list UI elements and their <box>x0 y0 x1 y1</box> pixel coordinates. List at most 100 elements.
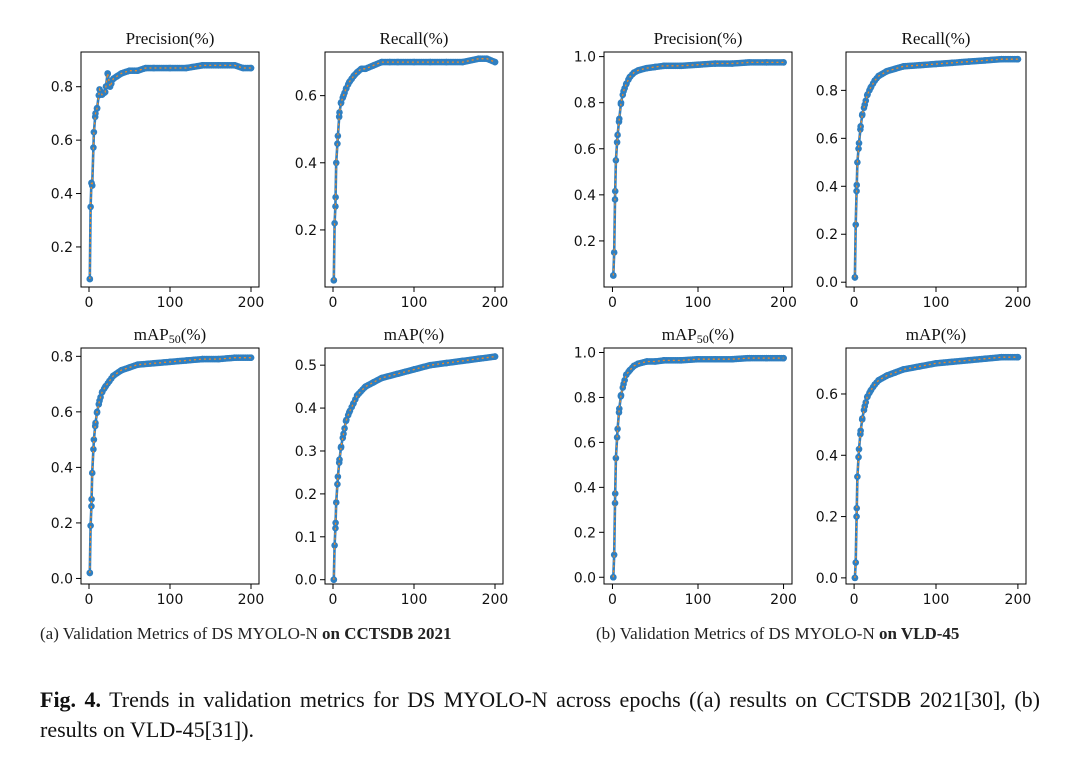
caption-text: Trends in validation metrics for DS MYOL… <box>40 687 1040 742</box>
y-tick-label: 0.6 <box>574 142 596 158</box>
data-point <box>362 65 369 73</box>
x-tick-label: 0 <box>608 592 617 608</box>
y-tick-label: 0.6 <box>295 89 317 105</box>
data-point <box>855 139 863 147</box>
x-tick-label: 200 <box>1005 592 1032 608</box>
data-point <box>426 58 434 66</box>
x-tick-label: 200 <box>238 295 265 311</box>
data-point <box>916 61 923 69</box>
data-point <box>126 67 133 74</box>
subcaption-a-text: (a) Validation Metrics of DS MYOLO-N <box>40 624 323 643</box>
data-point <box>858 111 866 118</box>
subcaption-a-bold: on CCTSDB 2021 <box>322 624 452 643</box>
data-point <box>622 80 630 88</box>
chart-title: Recall(%) <box>380 29 449 48</box>
data-point <box>611 490 619 497</box>
x-tick-label: 0 <box>85 295 94 311</box>
y-tick-label: 0.4 <box>574 188 596 204</box>
y-tick-label: 0.2 <box>295 223 317 239</box>
data-point <box>620 380 627 388</box>
chart-panel-2: Recall(%) 0 100 200 0.2 0.4 0.6 <box>295 29 509 311</box>
data-point <box>617 391 625 399</box>
data-point <box>90 128 98 136</box>
data-point <box>660 62 668 70</box>
data-point <box>614 425 621 433</box>
y-tick-label: 0.8 <box>51 80 73 96</box>
data-point <box>855 145 862 152</box>
data-point <box>853 181 861 189</box>
data-point <box>349 400 357 408</box>
series-line <box>612 356 784 578</box>
series-line <box>853 355 1018 578</box>
y-tick-label: 0.3 <box>295 444 317 460</box>
data-point <box>613 138 621 146</box>
data-point <box>332 193 339 201</box>
data-point <box>1014 55 1022 63</box>
axes-frame <box>603 347 793 585</box>
y-tick-label: 0.1 <box>295 530 317 546</box>
data-point <box>354 391 361 399</box>
smoothed-line <box>333 58 496 281</box>
x-tick-label: 100 <box>923 295 950 311</box>
data-point <box>711 60 719 67</box>
data-point <box>104 70 111 77</box>
x-tick-label: 200 <box>770 295 797 311</box>
chart-panel-1: Precision(%) 0 100 200 0.2 0.4 0.6 0.8 <box>51 29 265 311</box>
data-point <box>981 57 989 64</box>
x-tick-label: 0 <box>329 592 338 608</box>
data-point <box>247 64 255 72</box>
y-tick-label: 0.2 <box>574 525 596 541</box>
y-tick-label: 0.4 <box>574 480 596 496</box>
data-point <box>199 355 206 363</box>
smoothed-line <box>333 355 496 580</box>
chart-title: Precision(%) <box>126 29 215 48</box>
axes-frame <box>324 347 504 585</box>
data-point <box>88 182 96 189</box>
y-tick-label: 0.8 <box>574 96 596 112</box>
data-point <box>851 274 859 281</box>
data-point <box>852 221 860 228</box>
y-tick-label: 1.0 <box>574 345 596 361</box>
data-point <box>362 383 369 390</box>
y-tick-label: 0.4 <box>51 187 73 203</box>
data-point <box>610 551 618 559</box>
data-point <box>780 354 787 362</box>
data-point <box>87 522 94 529</box>
y-tick-label: 0.0 <box>574 570 596 586</box>
x-tick-label: 100 <box>685 295 712 311</box>
data-point <box>88 469 96 477</box>
data-point <box>332 499 340 506</box>
x-tick-label: 0 <box>329 295 338 311</box>
data-point <box>90 445 97 453</box>
data-point <box>620 87 627 95</box>
y-tick-label: 0.0 <box>816 571 838 587</box>
chart-title: mAP50(%) <box>134 325 206 346</box>
data-point <box>378 58 385 66</box>
y-tick-label: 0.0 <box>295 573 317 589</box>
y-tick-label: 0.6 <box>816 387 838 403</box>
series-line <box>88 356 251 573</box>
data-point <box>215 355 222 363</box>
data-point <box>331 219 338 227</box>
data-point <box>746 59 753 66</box>
series-line <box>612 61 784 276</box>
data-point <box>475 55 483 63</box>
x-tick-label: 100 <box>401 592 428 608</box>
x-tick-label: 200 <box>1005 295 1032 311</box>
chart-title: mAP(%) <box>906 325 966 344</box>
chart-panel-3: Precision(%) 0 100 200 0.2 0.4 0.6 0.8 1.0 <box>574 29 797 311</box>
chart-panel-5: mAP50(%) 0 100 200 0.0 0.2 0.4 0.6 0.8 <box>51 325 265 608</box>
x-tick-label: 0 <box>850 295 859 311</box>
smoothed-line <box>612 357 784 578</box>
caption-label: Fig. 4. <box>40 687 102 712</box>
data-point <box>899 63 907 70</box>
data-point <box>949 358 956 366</box>
y-tick-label: 0.8 <box>574 390 596 406</box>
data-point <box>330 576 338 584</box>
x-tick-label: 100 <box>685 592 712 608</box>
data-point <box>965 58 973 65</box>
y-tick-label: 0.6 <box>51 133 73 149</box>
x-tick-label: 0 <box>85 592 94 608</box>
data-point <box>763 354 770 362</box>
data-point <box>126 364 133 371</box>
